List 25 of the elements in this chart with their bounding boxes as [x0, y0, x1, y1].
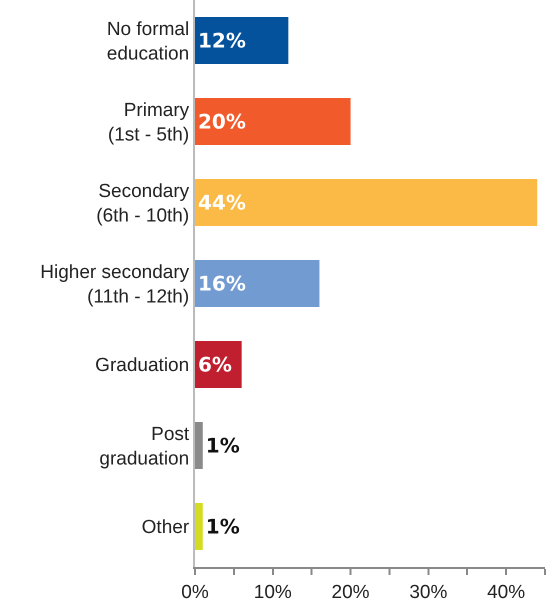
data-label: 44% — [198, 190, 246, 214]
y-tick-label: No formal education — [106, 18, 190, 64]
y-tick-label: Graduation — [95, 355, 190, 376]
bar — [195, 179, 538, 226]
y-tick-label: Secondary (6th - 10th) — [96, 180, 190, 226]
y-tick-label: Other — [142, 517, 190, 538]
x-tick-label: 30% — [409, 582, 448, 603]
x-tick-label: 0% — [181, 582, 209, 603]
y-tick-label: Higher secondary (11th - 12th) — [40, 262, 190, 308]
bar — [195, 17, 288, 64]
data-label: 16% — [198, 272, 246, 296]
data-label: 12% — [198, 28, 246, 52]
data-label: 6% — [198, 352, 232, 376]
data-label: 1% — [206, 514, 240, 538]
bar — [195, 260, 320, 307]
x-tick-label: 20% — [332, 582, 370, 603]
y-tick-label: Primary (1st - 5th) — [108, 100, 190, 146]
data-label: 1% — [206, 434, 240, 458]
bar — [195, 503, 203, 550]
data-label: 20% — [198, 110, 246, 134]
bar — [195, 422, 203, 469]
y-tick-label: Post graduation — [99, 424, 190, 470]
x-tick-label: 40% — [487, 582, 526, 603]
x-tick-label: 10% — [254, 582, 292, 603]
bar — [195, 98, 351, 145]
